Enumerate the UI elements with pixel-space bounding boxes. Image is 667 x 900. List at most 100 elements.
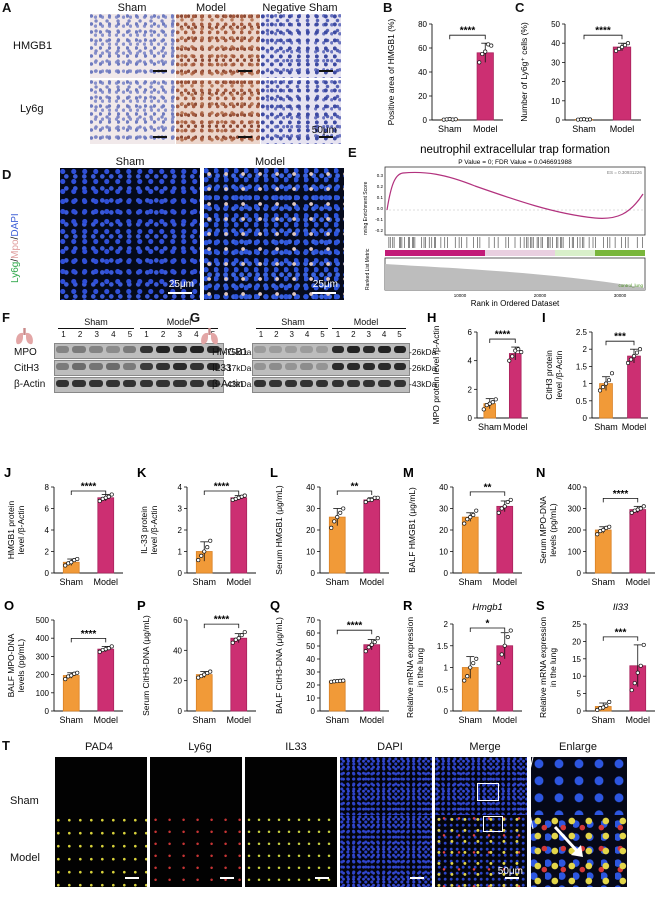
y-axis-label: level /β-Actin [554, 350, 564, 399]
blot-band [331, 346, 345, 353]
x-tick-label: Sham [59, 715, 83, 725]
y-tick-label: 10 [551, 97, 560, 106]
data-point [468, 665, 473, 670]
f-kda-cith3: -17kDa [224, 363, 252, 373]
t-row-model: Model [10, 852, 40, 864]
bar-model [612, 46, 632, 121]
significance-bracket [469, 491, 506, 496]
blot-band [284, 363, 298, 370]
blot-band [72, 346, 87, 353]
y-tick-label: 60 [173, 616, 182, 625]
data-point [595, 532, 600, 537]
f-header-model: Model [166, 317, 192, 327]
panel-label-i: I [542, 310, 546, 325]
bar-model [627, 355, 641, 419]
significance-label: ** [484, 482, 492, 493]
data-point [607, 524, 612, 529]
y-tick-label: 30 [306, 505, 315, 514]
data-point [628, 357, 634, 362]
g-row-actin: β-Actin [212, 379, 244, 390]
significance-bracket [336, 629, 373, 635]
data-point [471, 661, 476, 666]
chart-r: R Hmgb1 0 0.5 1 1.5 2 Relative mRNA expression i… [403, 598, 522, 725]
y-axis-label: BALF CitH3-DNA (μg/mL) [274, 617, 284, 714]
y-tick-label: 2 [468, 385, 473, 394]
data-point [208, 538, 213, 543]
blot-band [253, 346, 267, 353]
panel-label-h: H [427, 310, 436, 325]
data-point [613, 48, 619, 53]
lane-number: 4 [111, 330, 116, 339]
data-point [329, 525, 334, 530]
lane-number: 4 [194, 330, 199, 339]
data-point [366, 645, 371, 650]
significance-bracket [602, 497, 639, 503]
data-point [69, 560, 74, 565]
y-tick-label: 100 [568, 548, 582, 557]
data-point [69, 673, 74, 678]
blot-band [284, 346, 298, 353]
lane-number: 5 [320, 330, 325, 339]
data-point [106, 646, 111, 651]
y-tick-label: 1 [444, 664, 449, 673]
blot-band [156, 380, 171, 387]
bar-model [508, 353, 522, 419]
y-tick-label: 0 [583, 414, 588, 423]
f-kda-mpo: -75kDa [224, 347, 252, 357]
blot-band [206, 346, 221, 353]
x-tick-label: Model [492, 715, 517, 725]
data-point [629, 510, 634, 515]
data-point [616, 46, 622, 52]
y-tick-label: 20 [306, 681, 315, 690]
chart-h: H 0 2 4 6 MPO protein level /β-Actin Sham Model… [427, 310, 528, 432]
significance-label: **** [595, 26, 611, 37]
lung-icon [16, 328, 33, 345]
d-scale-label-model: 25μm [312, 279, 338, 290]
lane-number: 2 [160, 330, 166, 339]
f-header-sham: Sham [84, 317, 108, 327]
a-row-ly6g: Ly6g [20, 103, 44, 115]
y-axis-label: Serum HMGB1 (μg/mL) [274, 485, 284, 575]
blot-band [331, 380, 345, 387]
data-point [474, 656, 479, 661]
y-tick-label: 300 [568, 505, 582, 514]
blot-band [315, 363, 329, 370]
y-tick-label: 20 [551, 78, 560, 87]
data-point [629, 688, 634, 693]
data-point [480, 51, 485, 57]
y-axis-label: levels (pg/mL) [16, 639, 26, 693]
lane-number: 3 [177, 330, 182, 339]
blot-band [55, 380, 70, 387]
x-tick-label: Model [359, 715, 384, 725]
significance-label: **** [460, 26, 476, 37]
data-point [462, 521, 467, 526]
data-point [202, 549, 207, 554]
y-tick-label: 40 [306, 655, 315, 664]
y-tick-label: 2.5 [576, 328, 588, 337]
y-tick-label: 6 [45, 505, 50, 514]
significance-bracket [70, 637, 107, 643]
y-tick-label: 0 [178, 707, 183, 716]
blot-band [206, 363, 221, 370]
blot-band [300, 363, 313, 370]
y-tick-label: 2 [45, 548, 50, 557]
data-point [205, 545, 210, 550]
svg-text:10000: 10000 [454, 293, 467, 298]
y-tick-label: 40 [173, 646, 182, 655]
data-point [631, 354, 637, 359]
y-tick-label: 25 [572, 620, 581, 629]
blot-band [189, 363, 204, 370]
data-point [481, 407, 486, 412]
significance-label: ** [351, 482, 359, 493]
y-axis-label: BALF HMGB1 (μg/mL) [407, 487, 417, 573]
data-point [341, 506, 346, 511]
blot-band [253, 363, 267, 370]
data-point [369, 497, 374, 502]
significance-label: **** [214, 615, 230, 626]
x-tick-label: Model [226, 577, 251, 587]
y-tick-label: 0 [577, 569, 582, 578]
data-point [465, 517, 470, 522]
y-tick-label: 300 [36, 652, 50, 661]
svg-text:0.1: 0.1 [377, 195, 384, 200]
